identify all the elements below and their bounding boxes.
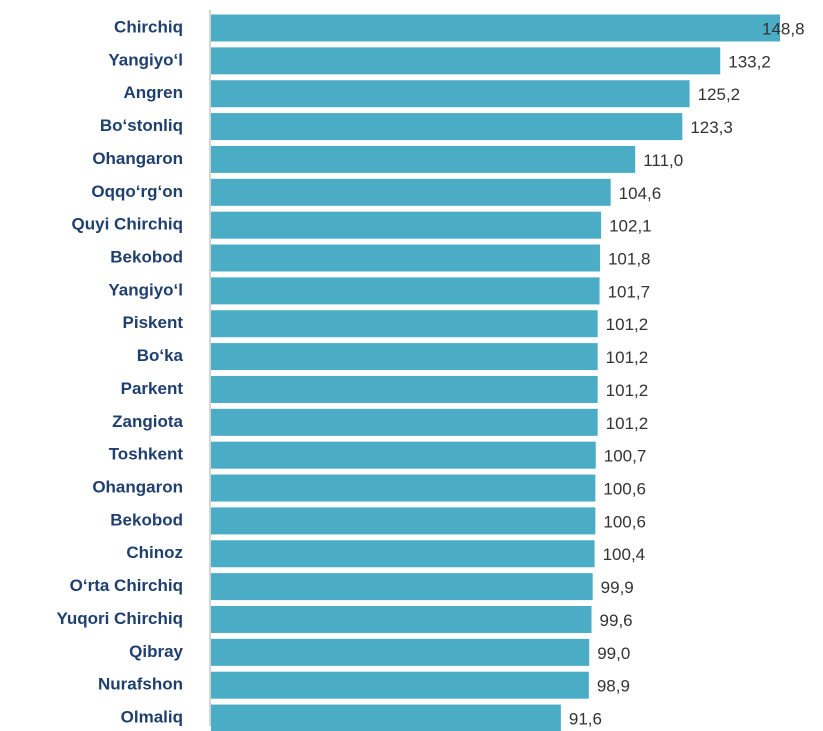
value-label: 101,7 [608,282,651,301]
category-label: Quyi Chirchiq [72,215,183,234]
value-label: 100,7 [604,447,647,466]
value-label: 111,0 [643,151,683,170]
value-label: 104,6 [619,184,662,203]
bar [211,605,592,633]
bar [211,244,600,272]
bar [211,145,636,173]
value-label: 99,6 [600,611,633,630]
category-label: Yangiyo‘l [108,50,183,69]
bar [211,14,780,42]
category-label: Ohangaron [92,149,183,168]
bar [211,310,598,338]
value-label: 101,8 [608,250,651,269]
bar [211,343,598,371]
category-label: Zangiota [112,412,183,431]
category-label: Chinoz [126,543,183,562]
category-label: Bo‘ka [137,346,184,365]
bar [211,671,589,699]
category-label: Angren [124,83,184,102]
category-label: Piskent [123,313,184,332]
bar [211,507,596,535]
value-label: 101,2 [606,315,649,334]
category-label: O‘rta Chirchiq [70,576,183,595]
bar [211,704,561,731]
bar [211,441,596,469]
category-label: Oqqo‘rg‘on [91,182,183,201]
category-label: Bo‘stonliq [100,116,183,135]
value-label: 100,6 [603,480,646,499]
bar [211,47,721,75]
bar [211,277,600,305]
category-label: Toshkent [109,445,184,464]
value-label: 99,0 [597,644,630,663]
bar [211,540,595,568]
bar [211,573,593,601]
category-label: Chirchiq [114,17,183,36]
value-label: 101,2 [606,381,649,400]
bar [211,211,602,239]
bar [211,638,590,666]
value-label: 98,9 [597,677,630,696]
category-label: Bekobod [110,248,183,267]
bar [211,80,690,108]
value-label: 99,9 [601,578,634,597]
bar [211,375,598,403]
bar [211,113,683,141]
value-label: 123,3 [690,118,733,137]
category-label: Ohangaron [92,478,183,497]
value-label: 101,2 [606,414,649,433]
category-label: Yangiyo‘l [108,280,183,299]
value-label: 125,2 [698,85,741,104]
category-label: Parkent [121,379,184,398]
category-label: Nurafshon [98,675,183,694]
category-label: Bekobod [110,510,183,529]
value-label: 100,4 [603,545,646,564]
value-label: 91,6 [569,710,602,729]
value-label: 148,8 [762,19,805,38]
bar [211,474,596,502]
category-label: Yuqori Chirchiq [56,609,183,628]
value-label: 101,2 [606,348,649,367]
value-label: 100,6 [603,512,646,531]
value-label: 133,2 [728,52,771,71]
category-label: Qibray [129,642,183,661]
value-label: 102,1 [609,217,652,236]
category-label: Olmaliq [121,708,183,727]
bar [211,178,611,206]
bar [211,408,598,436]
